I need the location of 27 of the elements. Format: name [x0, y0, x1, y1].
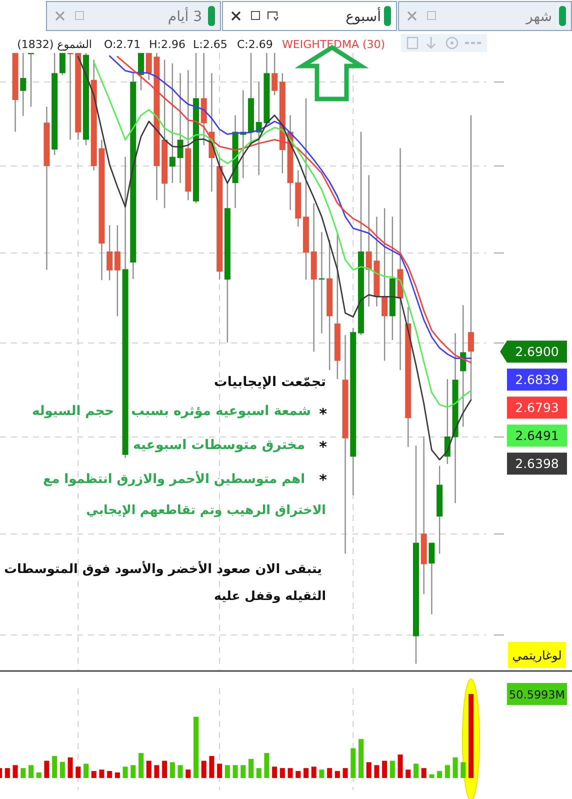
- annotation: H:2.96: [149, 38, 186, 51]
- value-tag: 2.6793: [507, 396, 567, 419]
- annotation: اهم متوسطين الأحمر والازرق انتظموا مع: [42, 472, 305, 487]
- annotation: O:2.71: [104, 38, 141, 51]
- tab-label: أسبوع: [346, 9, 381, 25]
- tab-label: شهر: [526, 9, 552, 25]
- annotation: يتبقى الان صعود الأخضر والأسود فوق المتوسطات: [4, 562, 322, 577]
- value-tag: 50.5993M: [507, 683, 567, 705]
- value-tag: 2.6491: [507, 424, 567, 447]
- legend-entry: WEIGHTEDMA (30): [282, 38, 386, 51]
- annotation: C:2.69: [237, 38, 273, 51]
- value-tag: 2.6839: [507, 368, 567, 391]
- annotation: حجم السيوله: [32, 404, 114, 419]
- annotation: مخترق متوسطات اسبوعيه: [133, 438, 305, 453]
- tab-label: 3 أيام: [168, 9, 202, 25]
- annotation: *: [319, 471, 327, 489]
- badge-label: لوغاريتمي: [512, 648, 562, 662]
- annotation: الشموع (1832): [17, 38, 92, 51]
- annotation: *: [319, 405, 327, 423]
- annotation: الثقيله وقفل عليه: [214, 588, 326, 603]
- annotation: الاختراق الرهيب وتم تقاطعهم الإيجابي: [86, 502, 326, 517]
- value-tag: 2.6398: [507, 452, 567, 475]
- annotation: شمعة اسبوعيه مؤثره بسبب: [131, 404, 311, 419]
- annotation: *: [319, 438, 327, 456]
- annotation: L:2.65: [193, 38, 228, 51]
- value-tag: 2.6900: [500, 340, 567, 363]
- annotation: تجمّعت الإيجابيات: [214, 375, 326, 390]
